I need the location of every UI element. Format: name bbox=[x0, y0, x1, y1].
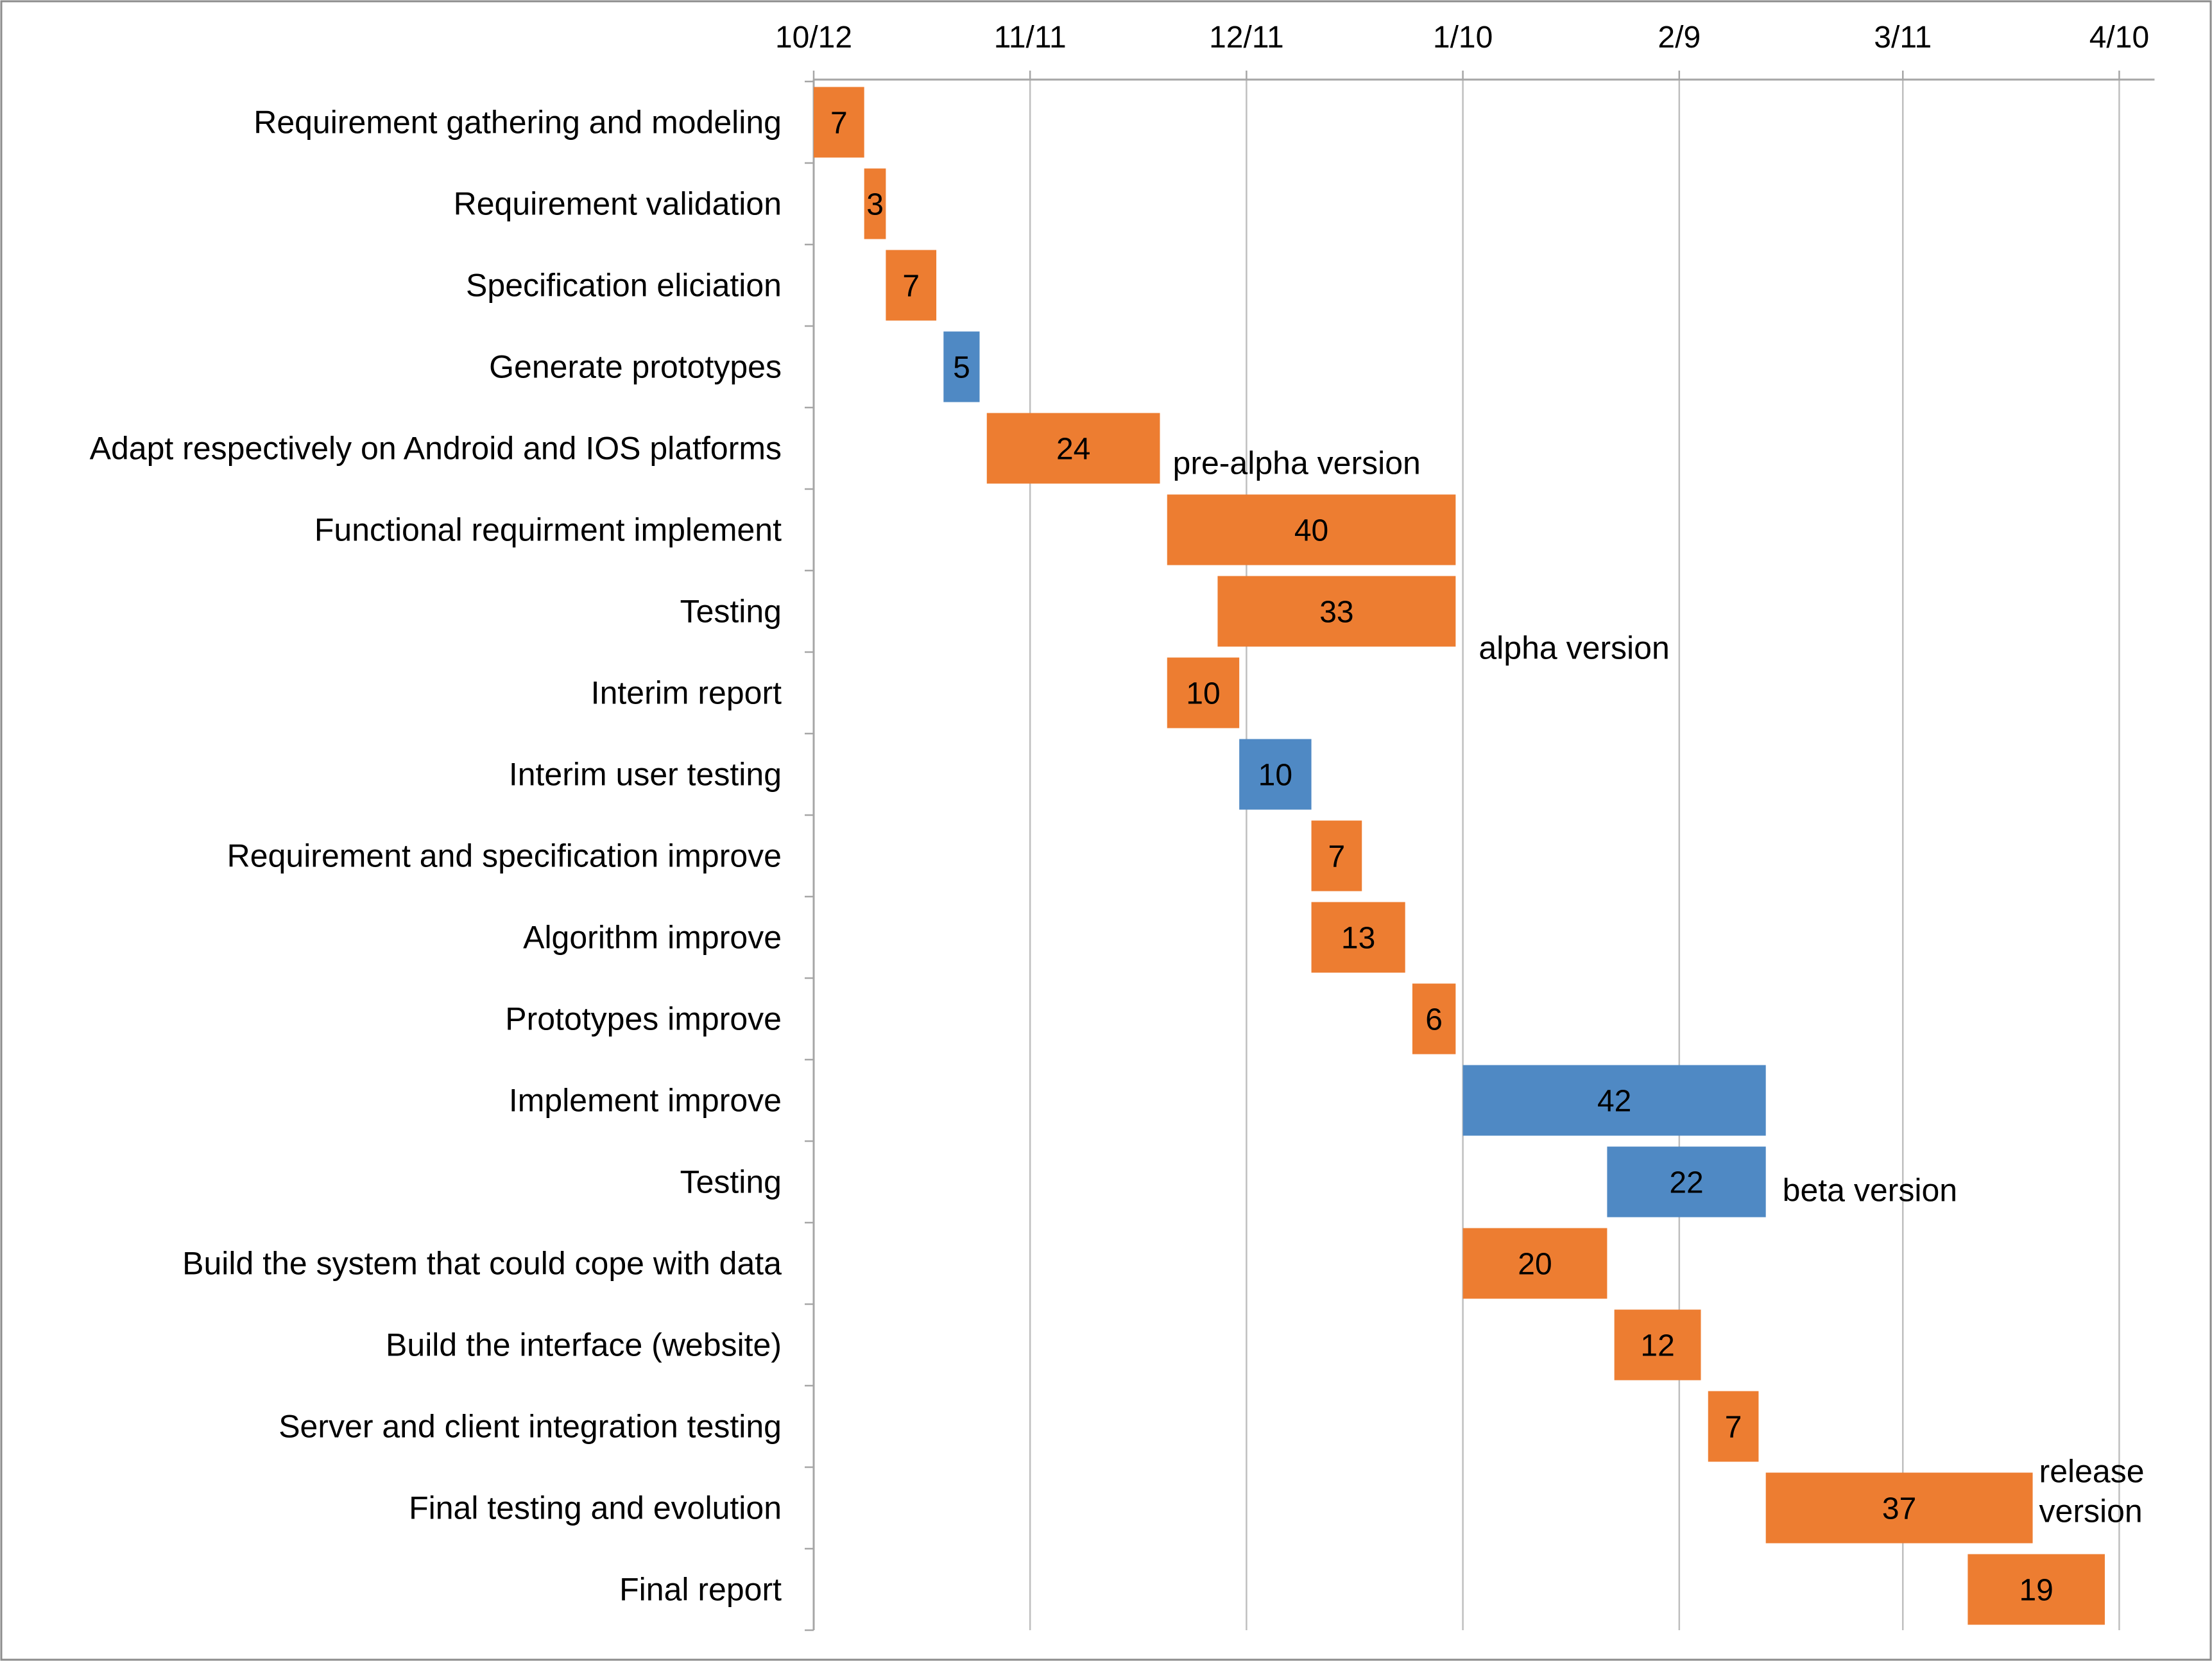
bar-data-label: 13 bbox=[1341, 922, 1375, 956]
milestone-annotation: release bbox=[2039, 1454, 2145, 1490]
task-bar bbox=[1167, 657, 1240, 728]
bar-data-label: 10 bbox=[1186, 677, 1220, 711]
bar-data-label: 37 bbox=[1882, 1492, 1916, 1526]
task-label: Server and client integration testing bbox=[279, 1409, 782, 1445]
task-label: Generate prototypes bbox=[489, 349, 782, 385]
task-label: Build the system that could cope with da… bbox=[182, 1246, 782, 1282]
task-label: Requirement and specification improve bbox=[227, 838, 782, 874]
bar-data-label: 19 bbox=[2019, 1574, 2053, 1608]
milestone-annotation: beta version bbox=[1783, 1173, 1957, 1209]
task-bar bbox=[886, 250, 937, 321]
bar-data-label: 7 bbox=[830, 107, 848, 141]
milestone-annotations: pre-alpha version alpha version beta versi… bbox=[1173, 445, 2145, 1529]
x-tick-label: 4/10 bbox=[2089, 21, 2149, 55]
task-label: Testing bbox=[680, 1164, 782, 1200]
task-bar bbox=[1607, 1146, 1766, 1218]
task-label: Final report bbox=[619, 1572, 782, 1608]
bar-data-label: 3 bbox=[866, 188, 884, 222]
x-tick-label: 10/12 bbox=[775, 21, 852, 55]
bar-data-label: 12 bbox=[1640, 1329, 1674, 1363]
task-label: Testing bbox=[680, 594, 782, 630]
bar-data-label: 24 bbox=[1056, 433, 1090, 467]
bar-data-label: 6 bbox=[1425, 1003, 1443, 1037]
task-label: Interim user testing bbox=[509, 757, 782, 793]
bar-data-label: 20 bbox=[1518, 1248, 1552, 1282]
task-bar bbox=[864, 168, 886, 239]
task-label: Requirement validation bbox=[454, 186, 782, 222]
x-tick-label: 12/11 bbox=[1209, 21, 1284, 55]
task-bar bbox=[1462, 1228, 1608, 1299]
task-label: Algorithm improve bbox=[523, 920, 782, 956]
task-bar bbox=[1412, 983, 1456, 1054]
axes: 10/12 11/11 12/11 1/10 2/9 3/11 4/10 bbox=[775, 21, 2155, 1631]
task-bar bbox=[1968, 1554, 2105, 1625]
task-bar bbox=[1311, 820, 1362, 891]
task-label: Build the interface (website) bbox=[386, 1327, 782, 1363]
task-label: Interim report bbox=[591, 675, 782, 711]
x-tick-label: 2/9 bbox=[1658, 21, 1701, 55]
task-labels: Requirement gathering and modeling Requir… bbox=[90, 105, 782, 1608]
task-label: Prototypes improve bbox=[505, 1001, 782, 1037]
x-tick-label: 1/10 bbox=[1433, 21, 1493, 55]
task-label: Requirement gathering and modeling bbox=[253, 105, 782, 141]
task-bar bbox=[814, 87, 864, 158]
task-label: Adapt respectively on Android and IOS pl… bbox=[90, 431, 782, 467]
task-bar bbox=[1239, 739, 1312, 810]
task-bar bbox=[1614, 1309, 1701, 1381]
bar-data-label: 7 bbox=[902, 270, 920, 304]
gridlines bbox=[1029, 80, 2120, 1630]
task-label: Specification eliciation bbox=[466, 268, 782, 304]
milestone-annotation: pre-alpha version bbox=[1173, 445, 1421, 481]
milestone-annotation: version bbox=[2039, 1493, 2143, 1529]
task-bar bbox=[1311, 902, 1405, 973]
task-bar bbox=[943, 331, 980, 402]
bar-data-label: 42 bbox=[1597, 1085, 1631, 1119]
bar-data-label: 10 bbox=[1258, 759, 1292, 793]
bar-data-label: 40 bbox=[1294, 514, 1328, 548]
task-bar bbox=[1167, 494, 1456, 565]
task-bar bbox=[1765, 1472, 2033, 1544]
bar-data-label: 22 bbox=[1669, 1166, 1703, 1200]
task-bar bbox=[1217, 576, 1456, 647]
task-bar bbox=[1462, 1065, 1766, 1136]
bar-data-label: 5 bbox=[953, 351, 970, 385]
task-label: Implement improve bbox=[509, 1083, 782, 1119]
x-tick-label: 11/11 bbox=[994, 21, 1067, 55]
task-bar bbox=[986, 413, 1160, 484]
bar-data-label: 33 bbox=[1319, 596, 1353, 630]
milestone-annotation: alpha version bbox=[1479, 630, 1669, 666]
task-label: Final testing and evolution bbox=[409, 1490, 782, 1526]
bar-data-label: 7 bbox=[1725, 1411, 1742, 1445]
x-tick-label: 3/11 bbox=[1874, 21, 1932, 55]
task-label: Functional requirment implement bbox=[314, 512, 782, 548]
bar-data-label: 7 bbox=[1328, 840, 1346, 874]
task-bar bbox=[1708, 1391, 1759, 1462]
